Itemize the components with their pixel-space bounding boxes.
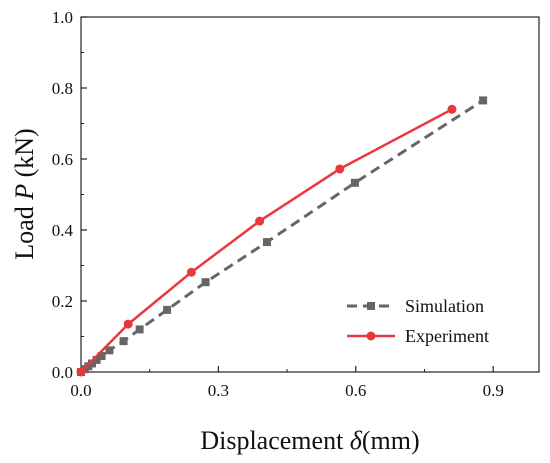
simulation-point bbox=[97, 352, 106, 361]
simulation-point bbox=[479, 96, 488, 105]
simulation-point bbox=[163, 305, 172, 314]
y-tick-label: 0.2 bbox=[52, 292, 73, 311]
experiment-point bbox=[447, 104, 457, 114]
experiment-point bbox=[123, 319, 133, 329]
legend-simulation-marker bbox=[367, 302, 375, 310]
x-tick-label: 0.0 bbox=[70, 381, 91, 400]
experiment-line bbox=[80, 108, 453, 373]
simulation-point bbox=[350, 178, 359, 187]
simulation-point bbox=[87, 359, 96, 368]
x-tick-label: 0.9 bbox=[483, 381, 504, 400]
x-axis-title: Displacement δ(mm) bbox=[200, 426, 419, 455]
legend: Simulation Experiment bbox=[347, 296, 489, 346]
y-axis-ticks: 0.0 0.2 0.4 0.6 0.8 1.0 bbox=[52, 8, 87, 382]
simulation-point bbox=[105, 346, 114, 355]
y-tick-label: 0.6 bbox=[52, 150, 73, 169]
simulation-point bbox=[262, 238, 271, 247]
simulation-point bbox=[135, 325, 144, 334]
experiment-point bbox=[186, 267, 196, 277]
y-tick-label: 0.4 bbox=[52, 221, 74, 240]
legend-item-experiment: Experiment bbox=[347, 326, 489, 346]
simulation-line bbox=[80, 99, 484, 374]
legend-experiment-marker bbox=[366, 331, 376, 341]
y-tick-label: 0.0 bbox=[52, 363, 73, 382]
experiment-point bbox=[335, 164, 345, 174]
y-axis-title: Load P (kN) bbox=[10, 128, 39, 259]
simulation-point bbox=[201, 278, 210, 287]
legend-item-simulation: Simulation bbox=[347, 296, 484, 316]
plot-frame bbox=[80, 16, 540, 373]
simulation-point bbox=[119, 337, 128, 346]
x-tick-label: 0.3 bbox=[208, 381, 229, 400]
x-tick-label: 0.6 bbox=[345, 381, 366, 400]
y-tick-label: 1.0 bbox=[52, 8, 73, 27]
experiment-point bbox=[76, 367, 86, 377]
x-axis-ticks: 0.0 0.3 0.6 0.9 bbox=[70, 366, 504, 400]
experiment-point bbox=[255, 216, 265, 226]
legend-experiment-label: Experiment bbox=[405, 326, 489, 346]
y-tick-label: 0.8 bbox=[52, 79, 73, 98]
series-experiment bbox=[76, 104, 457, 377]
series-layer bbox=[76, 96, 488, 377]
legend-simulation-label: Simulation bbox=[405, 296, 484, 316]
simulation-point bbox=[92, 355, 101, 364]
